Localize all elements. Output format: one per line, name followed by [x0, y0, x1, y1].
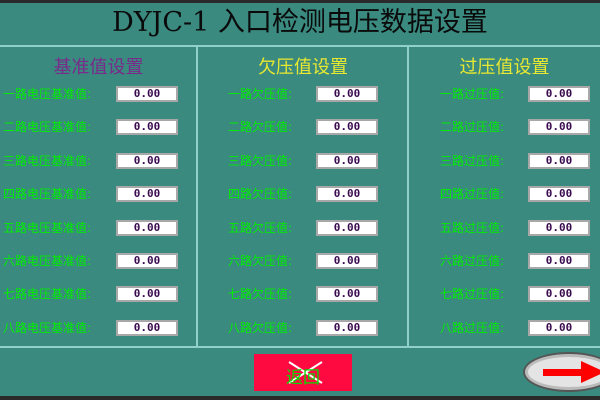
value-input[interactable]: 0.00: [316, 319, 378, 336]
field-label: 三路电压基准值:: [3, 153, 92, 168]
top-bar: [0, 0, 600, 3]
bottom-bar: [0, 396, 600, 400]
value-input[interactable]: 0.00: [316, 152, 378, 169]
value-input[interactable]: 0.00: [316, 219, 378, 236]
value-input[interactable]: 0.00: [316, 86, 378, 102]
field-label: 一路电压基准值:: [3, 87, 92, 101]
field-label: 三路欠压值:: [228, 153, 293, 168]
divider: [407, 46, 409, 347]
value-input[interactable]: 0.00: [316, 186, 378, 203]
section-heading: 基准值设置: [53, 57, 144, 78]
value-input[interactable]: 0.00: [116, 286, 178, 303]
return-button[interactable]: 返回: [254, 354, 352, 391]
value-input[interactable]: 0.00: [528, 119, 590, 136]
value-input[interactable]: 0.00: [116, 119, 178, 136]
divider: [0, 346, 600, 348]
page-title: DYJC-1 入口检测电压数据设置: [112, 7, 488, 38]
cross-icon: [288, 361, 323, 384]
field-label: 四路欠压值:: [228, 187, 293, 202]
field-label: 八路过压值:: [440, 320, 505, 335]
field-label: 一路过压值:: [440, 87, 505, 101]
field-label: 四路电压基准值:: [3, 187, 92, 202]
value-input[interactable]: 0.00: [316, 119, 378, 136]
field-label: 五路电压基准值:: [3, 220, 92, 235]
divider: [196, 46, 198, 347]
value-input[interactable]: 0.00: [528, 286, 590, 303]
field-label: 八路电压基准值:: [3, 320, 92, 335]
field-label: 七路电压基准值:: [3, 287, 92, 302]
value-input[interactable]: 0.00: [528, 253, 590, 269]
field-label: 六路电压基准值:: [3, 254, 92, 268]
field-label: 六路过压值:: [440, 254, 505, 268]
field-label: 七路过压值:: [440, 287, 505, 302]
field-label: 八路欠压值:: [228, 320, 293, 335]
section-heading: 欠压值设置: [258, 57, 348, 78]
field-label: 二路电压基准值:: [3, 120, 92, 135]
right-arrow-icon: [543, 361, 600, 383]
field-label: 三路过压值:: [440, 153, 505, 168]
field-label: 二路过压值:: [440, 120, 505, 135]
field-label: 七路欠压值:: [228, 287, 293, 302]
divider: [0, 45, 600, 47]
next-page-button[interactable]: [523, 352, 600, 392]
value-input[interactable]: 0.00: [528, 219, 590, 236]
section-heading: 过压值设置: [459, 57, 550, 78]
return-label: 返回: [286, 368, 320, 388]
value-input[interactable]: 0.00: [116, 86, 178, 102]
field-label: 六路欠压值:: [228, 254, 293, 268]
value-input[interactable]: 0.00: [528, 186, 590, 203]
field-label: 四路过压值:: [440, 187, 505, 202]
value-input[interactable]: 0.00: [528, 86, 590, 102]
field-label: 一路欠压值:: [228, 87, 293, 101]
value-input[interactable]: 0.00: [116, 152, 178, 169]
value-input[interactable]: 0.00: [316, 253, 378, 269]
value-input[interactable]: 0.00: [316, 286, 378, 303]
value-input[interactable]: 0.00: [116, 253, 178, 269]
field-label: 五路欠压值:: [228, 220, 293, 235]
value-input[interactable]: 0.00: [116, 186, 178, 203]
value-input[interactable]: 0.00: [116, 319, 178, 336]
field-label: 二路欠压值:: [228, 120, 293, 135]
value-input[interactable]: 0.00: [116, 219, 178, 236]
field-label: 五路过压值:: [440, 220, 505, 235]
value-input[interactable]: 0.00: [528, 319, 590, 336]
value-input[interactable]: 0.00: [528, 152, 590, 169]
